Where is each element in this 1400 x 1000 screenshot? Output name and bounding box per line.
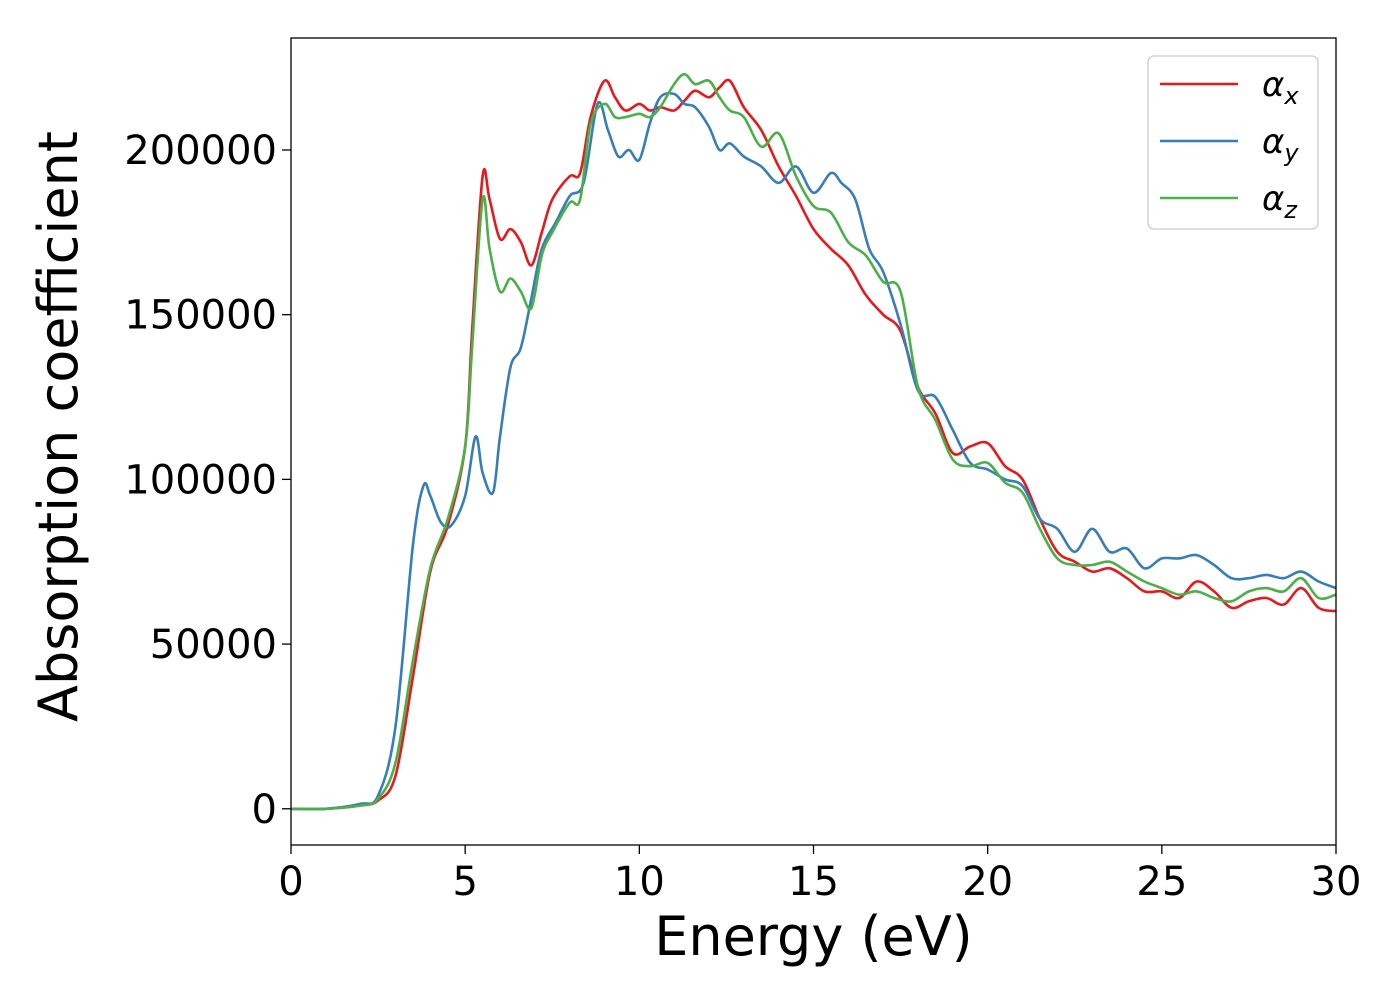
x-tick-label: 10 [614, 859, 665, 905]
y-axis-label: Absorption coefficient [27, 131, 90, 722]
legend-label-base: α [1262, 65, 1284, 105]
x-tick-label: 15 [788, 859, 839, 905]
y-axis-ticks: 0 50000 100000 150000 200000 [124, 128, 291, 833]
y-tick-label: 100000 [124, 457, 277, 503]
x-tick-label: 0 [278, 859, 303, 905]
legend-label-z: αz [1262, 179, 1298, 224]
x-tick-label: 5 [452, 859, 477, 905]
y-tick-label: 200000 [124, 128, 277, 174]
legend-label-subscript: z [1283, 196, 1298, 224]
series-layer [291, 72, 1336, 811]
legend-label-subscript: y [1283, 139, 1299, 167]
y-tick-label: 0 [252, 787, 277, 833]
legend-label-y: αy [1262, 122, 1299, 167]
series-line-y [291, 91, 1336, 811]
legend-label-base: α [1262, 179, 1284, 219]
x-tick-label: 20 [962, 859, 1013, 905]
legend-label-x: αx [1262, 65, 1299, 110]
legend-label-subscript: x [1283, 82, 1299, 110]
series-line-z [291, 72, 1336, 811]
x-tick-label: 25 [1136, 859, 1187, 905]
legend-box [1147, 55, 1319, 230]
series-line-x [291, 78, 1336, 811]
x-axis-label: Energy (eV) [654, 905, 973, 968]
x-axis-ticks: 0 5 10 15 20 25 30 [278, 845, 1361, 905]
legend-label-base: α [1262, 122, 1284, 162]
y-tick-label: 50000 [150, 622, 277, 668]
y-tick-label: 150000 [124, 293, 277, 339]
x-tick-label: 30 [1311, 859, 1362, 905]
